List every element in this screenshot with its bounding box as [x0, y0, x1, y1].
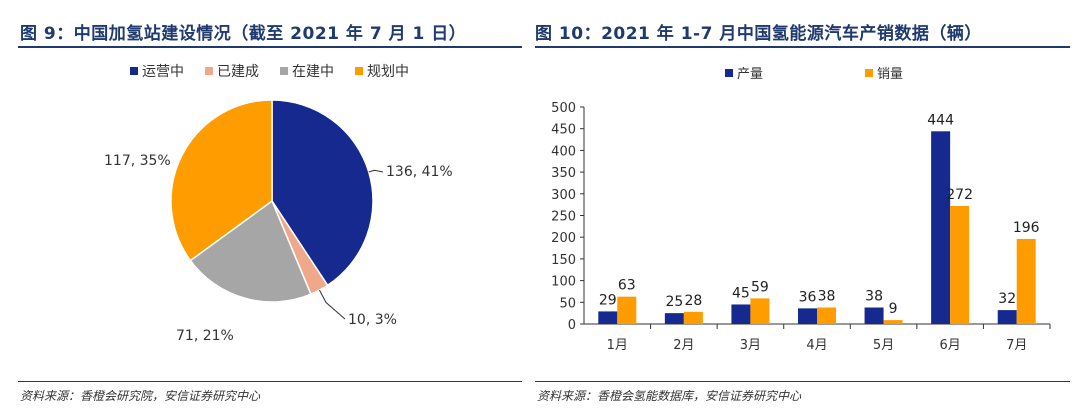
- legend-label: 运营中: [142, 64, 184, 80]
- y-tick-label: 200: [551, 231, 576, 246]
- bar-value-label: 59: [751, 279, 769, 295]
- pie-data-label: 71, 21%: [176, 328, 234, 344]
- figure-9-title: 图 9：中国加氢站建设情况（截至 2021 年 7 月 1 日）: [20, 24, 467, 44]
- bar: [950, 205, 970, 324]
- y-tick-label: 500: [551, 101, 576, 116]
- y-tick-label: 400: [551, 144, 576, 159]
- pie-slice: [189, 199, 312, 303]
- legend-label: 销量: [877, 67, 903, 82]
- x-tick-label: 1月: [607, 338, 628, 353]
- title-divider: [535, 46, 1070, 48]
- figure-10-source: 资料来源：香橙会氢能数据库，安信证券研究中心: [537, 389, 802, 403]
- legend-swatch: [130, 67, 138, 75]
- pie-slice: [170, 99, 273, 262]
- x-tick-label: 4月: [806, 338, 827, 353]
- legend-swatch: [355, 67, 363, 75]
- x-tick-label: 2月: [673, 338, 694, 353]
- legend-label: 已建成: [217, 64, 259, 80]
- leader-line: [368, 169, 384, 173]
- bar-value-label: 9: [889, 301, 898, 317]
- leader-line: [319, 289, 346, 320]
- bar: [931, 131, 951, 324]
- bar-value-label: 196: [1013, 220, 1040, 236]
- bar: [864, 307, 884, 324]
- bar-value-label: 63: [618, 278, 636, 294]
- bar-value-label: 272: [946, 187, 973, 203]
- bar: [683, 311, 703, 324]
- legend-swatch: [205, 67, 213, 75]
- legend-swatch: [725, 69, 733, 77]
- pie-data-label: 117, 35%: [104, 153, 171, 169]
- legend-label: 规划中: [367, 64, 409, 80]
- bar-chart-panel: 图 10：2021 年 1-7 月中国氢能源汽车产销数据（辆） 产量 销量 0 50 1…: [535, 0, 1080, 412]
- bar: [664, 313, 684, 324]
- bar-value-label: 28: [684, 293, 702, 309]
- bar-value-label: 45: [732, 285, 750, 301]
- y-tick-label: 50: [559, 296, 576, 311]
- y-tick-label: 300: [551, 188, 576, 203]
- x-tick-label: 5月: [873, 338, 894, 353]
- pie-data-label: 136, 41%: [386, 164, 453, 180]
- y-tick-label: 100: [551, 275, 576, 290]
- bar: [617, 296, 637, 324]
- bar-value-label: 36: [799, 289, 817, 305]
- legend-label: 产量: [737, 67, 763, 82]
- y-tick-label: 450: [551, 123, 576, 138]
- bar: [750, 298, 770, 324]
- pie-data-label: 10, 3%: [348, 312, 397, 328]
- bar-chart: 产量 销量 0 50 100 150 200 250 300 350 400 450 500 1月 2963…: [551, 67, 1051, 353]
- figure-9-source: 资料来源：香橙会研究院，安信证券研究中心: [20, 389, 261, 403]
- bar: [731, 304, 751, 324]
- bar: [997, 310, 1017, 324]
- bar: [1016, 238, 1036, 324]
- pie-chart-panel: 图 9：中国加氢站建设情况（截至 2021 年 7 月 1 日） 运营中 已建成 在…: [0, 0, 530, 412]
- bar: [798, 308, 817, 324]
- pie-chart: 运营中 已建成 在建中 规划中 136, 41% 10, 3% 71, 21% 117, 35…: [104, 64, 453, 344]
- bar: [883, 320, 903, 324]
- bar-value-label: 38: [865, 289, 883, 305]
- y-tick-label: 0: [568, 318, 576, 333]
- bar: [817, 307, 836, 324]
- bar-value-label: 25: [665, 294, 683, 310]
- figure-10-title: 图 10：2021 年 1-7 月中国氢能源汽车产销数据（辆）: [535, 24, 982, 44]
- legend-swatch: [280, 67, 288, 75]
- title-divider: [18, 46, 522, 48]
- legend-swatch: [865, 69, 873, 77]
- bar: [598, 311, 618, 324]
- x-tick-label: 3月: [740, 338, 761, 353]
- bar-value-label: 29: [599, 292, 617, 308]
- source-divider: [18, 381, 522, 382]
- bar-value-label: 38: [818, 289, 836, 305]
- x-tick-label: 6月: [940, 338, 961, 353]
- y-tick-label: 250: [551, 210, 576, 225]
- source-divider: [535, 381, 1070, 382]
- bar-value-label: 32: [998, 291, 1016, 307]
- bar-value-label: 444: [927, 112, 954, 128]
- y-tick-label: 150: [551, 253, 576, 268]
- legend-label: 在建中: [292, 64, 334, 80]
- x-tick-label: 7月: [1006, 338, 1027, 353]
- y-tick-label: 350: [551, 166, 576, 181]
